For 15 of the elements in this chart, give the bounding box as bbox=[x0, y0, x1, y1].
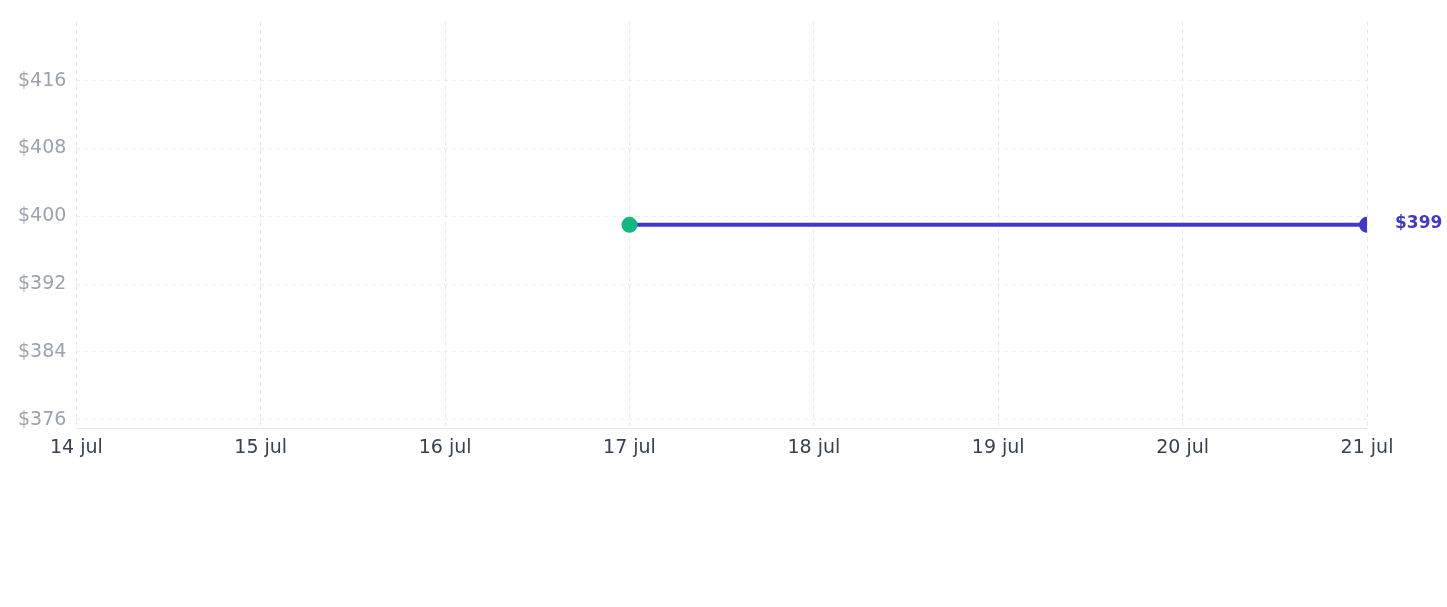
y-tick-label: $408 bbox=[17, 135, 67, 158]
y-tick-label: $384 bbox=[17, 338, 67, 361]
x-tick-label: 21 jul bbox=[1340, 434, 1394, 457]
x-tick-label: 18 jul bbox=[787, 434, 841, 457]
x-tick-label: 17 jul bbox=[603, 434, 656, 457]
x-tick-label: 19 jul bbox=[971, 434, 1025, 457]
x-tick-label: 20 jul bbox=[1156, 434, 1210, 457]
y-tick-label: $400 bbox=[17, 203, 67, 226]
x-tick-label: 16 jul bbox=[418, 434, 472, 457]
x-tick-label: 15 jul bbox=[234, 434, 288, 457]
x-tick-label: 14 jul bbox=[49, 434, 103, 457]
y-tick-label: $392 bbox=[17, 271, 67, 294]
y-tick-label: $376 bbox=[17, 406, 67, 429]
data-label: $399 bbox=[1395, 212, 1443, 233]
y-tick-label: $416 bbox=[17, 67, 67, 90]
